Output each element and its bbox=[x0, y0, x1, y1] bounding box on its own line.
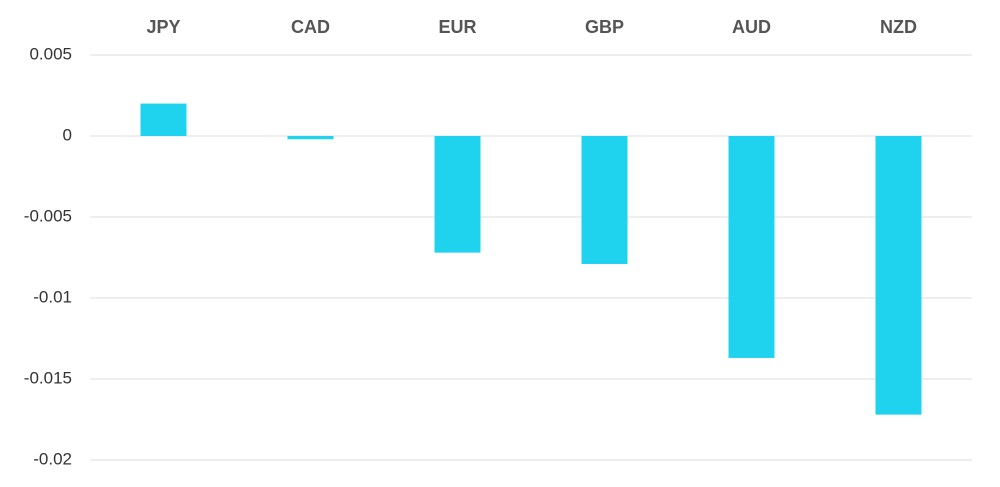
y-tick-label: 0 bbox=[63, 125, 72, 144]
y-tick-label: -0.005 bbox=[24, 206, 72, 225]
x-tick-label: NZD bbox=[880, 17, 917, 37]
bar bbox=[728, 136, 775, 358]
y-tick-label: -0.015 bbox=[24, 368, 72, 387]
bar bbox=[581, 136, 628, 264]
x-tick-label: CAD bbox=[291, 17, 330, 37]
bar bbox=[434, 136, 481, 253]
x-tick-label: AUD bbox=[732, 17, 771, 37]
y-tick-label: -0.02 bbox=[33, 449, 72, 468]
y-tick-label: 0.005 bbox=[29, 44, 72, 63]
bar bbox=[140, 103, 187, 136]
x-tick-label: JPY bbox=[146, 17, 180, 37]
x-tick-label: GBP bbox=[585, 17, 624, 37]
y-tick-label: -0.01 bbox=[33, 287, 72, 306]
bar bbox=[287, 136, 334, 140]
bar bbox=[875, 136, 922, 415]
x-tick-label: EUR bbox=[438, 17, 476, 37]
